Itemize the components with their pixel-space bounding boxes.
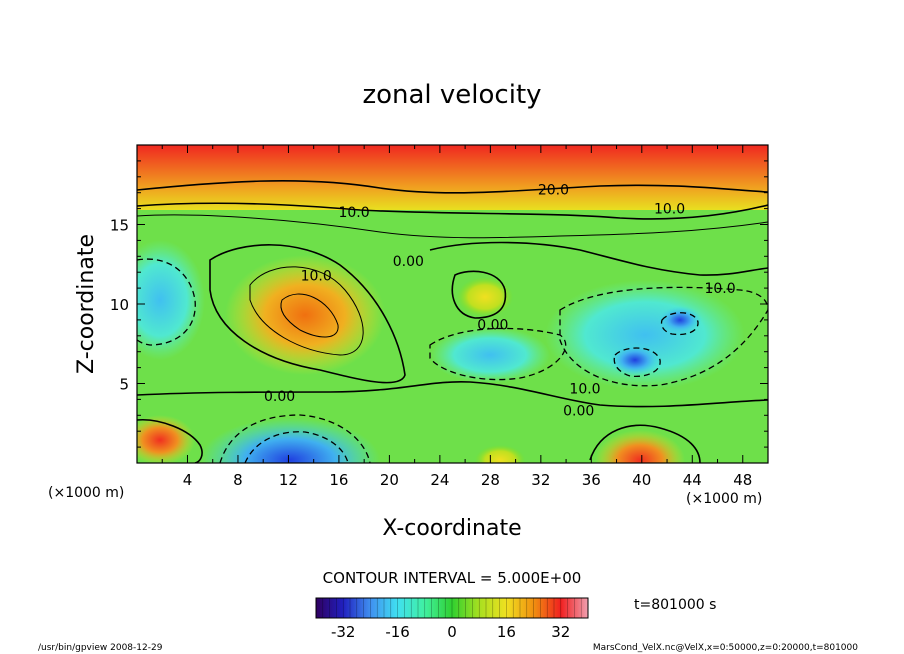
contour-label: 10.0 bbox=[338, 205, 369, 221]
cold-core-right-2 bbox=[609, 344, 661, 376]
colorbar-tick-label: 0 bbox=[447, 623, 457, 641]
footer-right: MarsCond_VelX.nc@VelX,x=0:50000,z=0:2000… bbox=[593, 643, 858, 653]
colorbar-ticks: -32 -16 0 16 32 bbox=[331, 623, 570, 641]
colorbar-tick-label: -16 bbox=[385, 623, 410, 641]
x-tick-label: 28 bbox=[481, 471, 500, 489]
contour-label: 10.0 bbox=[704, 281, 735, 297]
contour-line-negative bbox=[660, 312, 699, 336]
plot-area bbox=[137, 145, 768, 463]
y-tick-label: 5 bbox=[119, 376, 129, 394]
footer-left: /usr/bin/gpview 2008-12-29 bbox=[38, 643, 163, 653]
x-tick-label: 48 bbox=[733, 471, 752, 489]
x-axis-unit: (×1000 m) bbox=[686, 491, 762, 507]
x-tick-label: 16 bbox=[329, 471, 348, 489]
y-axis-label: Z-coordinate bbox=[74, 234, 99, 374]
contour-line bbox=[137, 180, 768, 194]
chart-title: zonal velocity bbox=[362, 80, 541, 110]
cool-patch-right bbox=[545, 280, 745, 390]
contour-line bbox=[429, 241, 768, 276]
x-tick-label: 8 bbox=[233, 471, 243, 489]
contour-label: 0.00 bbox=[393, 254, 424, 270]
contour-interval-label: CONTOUR INTERVAL = 5.000E+00 bbox=[323, 569, 582, 587]
contour-line bbox=[249, 266, 364, 356]
x-tick-label: 24 bbox=[430, 471, 449, 489]
colorbar-tick-label: 16 bbox=[497, 623, 516, 641]
warm-patch-bottom-left bbox=[137, 415, 195, 463]
x-tick-label: 44 bbox=[683, 471, 702, 489]
contour-line-negative bbox=[559, 286, 768, 387]
contour-line-negative bbox=[613, 347, 661, 378]
upper-jet bbox=[137, 145, 768, 210]
contour-line bbox=[451, 270, 507, 319]
contour-line bbox=[209, 244, 406, 384]
x-axis-ticks: 4 8 12 16 20 24 28 32 36 40 44 48 bbox=[161, 145, 752, 489]
cold-core-right-1 bbox=[658, 306, 702, 334]
contour-line bbox=[137, 419, 203, 463]
colorbar-tick-label: 32 bbox=[551, 623, 570, 641]
colorbar-tick-label: -32 bbox=[331, 623, 356, 641]
y-axis-unit: (×1000 m) bbox=[48, 485, 124, 501]
contour-line-negative bbox=[429, 327, 567, 381]
warm-patch-mid bbox=[457, 277, 513, 317]
colorbar-divisions bbox=[322, 598, 582, 618]
y-tick-label: 15 bbox=[110, 217, 129, 235]
x-tick-label: 36 bbox=[582, 471, 601, 489]
colorbar: -32 -16 0 16 32 bbox=[315, 597, 589, 641]
contour-line bbox=[589, 424, 701, 463]
contour-label: 10.0 bbox=[569, 381, 600, 397]
contour-line-negative bbox=[219, 414, 371, 463]
contour-labels: 20.0 10.0 10.0 0.00 10.0 10.0 0.00 10.0 0.00 0.00 bbox=[264, 183, 736, 420]
contour-label: 0.00 bbox=[563, 404, 594, 420]
warm-core-left bbox=[225, 255, 385, 375]
y-tick-label: 10 bbox=[110, 296, 129, 314]
x-tick-label: 32 bbox=[531, 471, 550, 489]
contour-label: 20.0 bbox=[538, 183, 569, 199]
warm-patch-bottom-right bbox=[595, 430, 685, 463]
contour-line bbox=[280, 293, 339, 338]
time-label: t=801000 s bbox=[634, 597, 716, 613]
contour-line bbox=[137, 214, 768, 239]
contour-label: 0.00 bbox=[264, 389, 295, 405]
x-axis-label: X-coordinate bbox=[382, 516, 521, 541]
contour-line bbox=[137, 202, 768, 220]
cool-patch-left bbox=[137, 240, 205, 360]
contour-label: 0.00 bbox=[477, 318, 508, 334]
y-axis-ticks: 5 10 15 bbox=[110, 160, 768, 448]
x-tick-label: 20 bbox=[380, 471, 399, 489]
contour-line bbox=[137, 380, 768, 408]
x-tick-label: 4 bbox=[183, 471, 193, 489]
warm-patch-bottom-mid bbox=[475, 445, 525, 463]
x-tick-label: 40 bbox=[632, 471, 651, 489]
contour-label: 10.0 bbox=[654, 202, 685, 218]
cold-core-bottom bbox=[200, 418, 380, 463]
cool-patch-mid bbox=[430, 327, 550, 383]
contour-line-negative bbox=[244, 431, 349, 463]
x-tick-label: 12 bbox=[279, 471, 298, 489]
contour-label: 10.0 bbox=[301, 268, 332, 284]
